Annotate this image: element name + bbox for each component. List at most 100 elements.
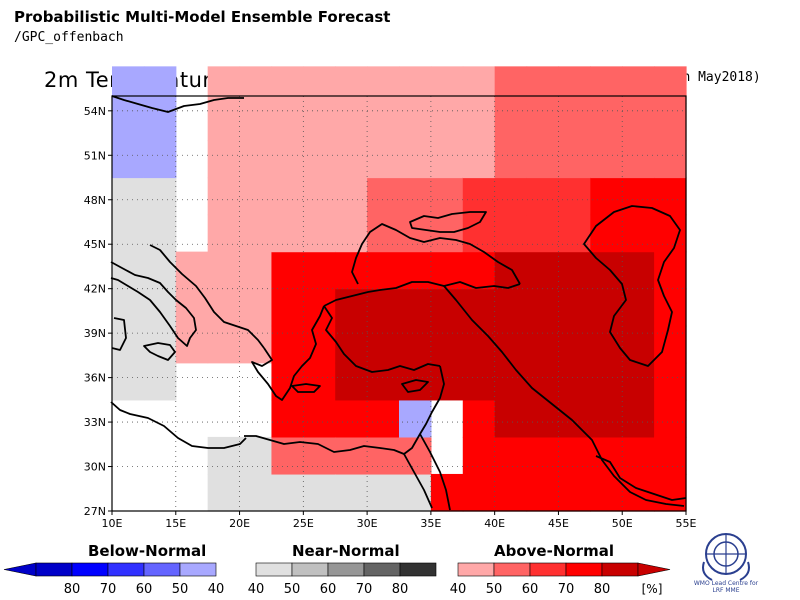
grid-cell <box>590 66 623 105</box>
grid-cell <box>654 399 687 438</box>
grid-cell <box>494 214 528 253</box>
grid-cell <box>271 288 304 327</box>
grid-cell <box>494 177 528 216</box>
grid-cell <box>494 140 528 179</box>
grid-cell <box>654 103 687 142</box>
graticule <box>112 96 686 511</box>
lon-tick-label: 25E <box>293 517 314 530</box>
grid-cell <box>335 177 368 216</box>
grid-cell <box>271 251 304 290</box>
grid-cell <box>335 214 368 253</box>
grid-cell <box>622 103 655 142</box>
grid-cell <box>590 399 623 438</box>
grid-cell <box>654 66 687 105</box>
grid-cell <box>112 214 145 253</box>
grid-cell <box>590 140 623 179</box>
grid-cell <box>335 140 368 179</box>
wmo-logo <box>702 533 750 581</box>
grid-cell <box>271 399 304 438</box>
grid-cell <box>526 436 560 475</box>
grid-cell <box>526 140 560 179</box>
legend-below-swatch <box>179 562 217 577</box>
grid-cell <box>399 251 432 290</box>
grid-cell <box>335 473 368 512</box>
legend-near-swatch <box>327 562 365 577</box>
grid-cell <box>271 103 304 142</box>
grid-cell <box>462 140 496 179</box>
source-label: /GPC_offenbach <box>14 30 124 45</box>
grid-cell <box>462 362 496 401</box>
grid-cell <box>335 288 368 327</box>
grid-cell <box>239 436 273 475</box>
grid-cell <box>399 177 432 216</box>
lat-tick-label: 54N <box>84 105 106 118</box>
grid-cell <box>654 436 687 475</box>
grid-cell <box>430 288 464 327</box>
legend-below-label: 70 <box>100 582 117 597</box>
grid-cell <box>367 399 400 438</box>
grid-cell <box>462 66 496 105</box>
grid-cell <box>303 214 336 253</box>
grid-cell <box>622 140 655 179</box>
grid-cell <box>462 288 496 327</box>
grid-cell <box>239 66 273 105</box>
grid-cell <box>526 214 560 253</box>
legend-unit: [%] <box>642 582 663 596</box>
grid-cell <box>622 66 655 105</box>
grid-cell <box>494 251 528 290</box>
grid-cell <box>654 140 687 179</box>
grid-cell <box>399 103 432 142</box>
legend-above-label: 40 <box>450 582 467 597</box>
legend: 80 70 60 50 40 40 50 60 70 80 40 50 60 70 80 [%] <box>3 562 671 597</box>
grid-cell <box>430 325 464 364</box>
grid-cell <box>175 325 209 364</box>
grid-cell <box>239 103 273 142</box>
grid-cell <box>112 177 145 216</box>
legend-near-swatch <box>291 562 329 577</box>
grid-cell <box>494 399 528 438</box>
grid-cell <box>303 103 336 142</box>
grid-cell <box>399 214 432 253</box>
grid-cell <box>335 325 368 364</box>
grid-cell <box>335 399 368 438</box>
lat-tick-label: 33N <box>84 416 106 429</box>
grid-cell <box>622 214 655 253</box>
grid-cell <box>526 177 560 216</box>
grid-cell <box>207 140 241 179</box>
coast-north <box>111 95 244 113</box>
legend-above-label: 70 <box>558 582 575 597</box>
legend-below-label: 80 <box>64 582 81 597</box>
legend-above-swatch <box>493 562 531 577</box>
grid-cell <box>303 177 336 216</box>
grid-cell <box>654 177 687 216</box>
legend-above-swatch <box>529 562 567 577</box>
grid-cell <box>271 325 304 364</box>
grid-cell <box>430 140 464 179</box>
grid-cell <box>143 362 177 401</box>
coast-cyprus <box>401 379 429 393</box>
grid-cell <box>239 251 273 290</box>
grid-cell <box>143 177 177 216</box>
axis-ticks: 10E 15E 20E 25E 30E 35E 40E 45E 50E 55E 27N 30N 33N 3… <box>84 105 697 530</box>
lat-tick-label: 42N <box>84 283 106 296</box>
grid-cell <box>430 66 464 105</box>
coast-levant <box>244 365 445 455</box>
legend-near-label: 50 <box>284 582 301 597</box>
grid-cell <box>462 251 496 290</box>
grid-cell <box>558 436 591 475</box>
lon-tick-label: 45E <box>548 517 569 530</box>
grid-cell <box>622 436 655 475</box>
grid-cell <box>239 325 273 364</box>
legend-above-arrow <box>637 562 671 577</box>
legend-above-label: 50 <box>486 582 503 597</box>
grid-cell <box>271 177 304 216</box>
grid-cell <box>558 177 591 216</box>
legend-near-label: 80 <box>392 582 409 597</box>
grid-cell <box>622 399 655 438</box>
legend-below-label: 50 <box>172 582 189 597</box>
grid-cell <box>558 251 591 290</box>
grid-cell <box>462 214 496 253</box>
legend-near-label: 40 <box>248 582 265 597</box>
grid-cell <box>207 473 241 512</box>
